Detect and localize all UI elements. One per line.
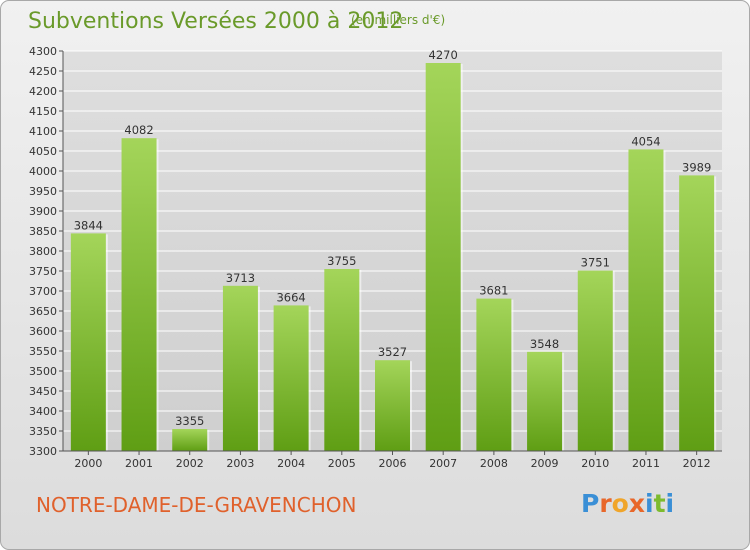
y-tick-label: 3300: [29, 445, 57, 458]
bar-2005: [324, 269, 360, 451]
data-label: 3527: [378, 345, 407, 359]
y-tick-label: 4200: [29, 85, 57, 98]
x-tick-label: 2006: [379, 457, 407, 470]
logo-letter: i: [645, 489, 654, 518]
y-tick-label: 3900: [29, 205, 57, 218]
y-tick-label: 3600: [29, 325, 57, 338]
y-tick-label: 3450: [29, 385, 57, 398]
y-tick-label: 4000: [29, 165, 57, 178]
y-axis-ticks: 3300 3350 3400 3450 3500 3550 3600 3650 3700 3750…: [29, 45, 722, 458]
bar-2010: [577, 270, 613, 451]
data-label: 3355: [175, 414, 204, 428]
logo-letter: P: [581, 489, 600, 518]
y-tick-label: 3750: [29, 265, 57, 278]
logo-letter: r: [599, 489, 612, 518]
proxiti-logo: Proxiti: [581, 489, 674, 518]
place-name: NOTRE-DAME-DE-GRAVENCHON: [36, 493, 357, 517]
y-tick-label: 3500: [29, 365, 57, 378]
y-tick-label: 3850: [29, 225, 57, 238]
y-tick-label: 3950: [29, 185, 57, 198]
data-label: 4270: [429, 48, 458, 62]
data-label: 3751: [581, 256, 610, 270]
logo-letter: t: [653, 489, 666, 518]
bar-2001: [121, 138, 157, 451]
data-label: 4082: [124, 123, 153, 137]
chart-title: Subventions Versées 2000 à 2012: [28, 9, 404, 34]
x-tick-label: 2008: [480, 457, 508, 470]
bar-2006: [375, 360, 410, 451]
data-labels: 3844 4082 3355 3713 3664 3755 3527 4270 3681 3548…: [74, 48, 712, 428]
bar-2004: [273, 305, 309, 451]
bars: [70, 63, 717, 451]
data-label: 3681: [479, 284, 508, 298]
y-tick-label: 3700: [29, 285, 57, 298]
y-tick-label: 3350: [29, 425, 57, 438]
data-label: 4054: [631, 134, 660, 148]
y-tick-label: 4150: [29, 105, 57, 118]
bar-2007: [425, 63, 461, 451]
bar-2002: [172, 429, 208, 451]
x-tick-label: 2011: [632, 457, 660, 470]
chart-unit-note: (en milliers d'€): [351, 13, 446, 27]
x-axis-ticks: 2000 2001 2002 2003 2004 2005 2006 2007 2008 2009…: [74, 451, 711, 470]
data-label: 3989: [682, 160, 711, 174]
bar-2008: [476, 298, 512, 451]
y-tick-label: 4250: [29, 65, 57, 78]
x-tick-label: 2007: [429, 457, 457, 470]
bar-2003: [222, 285, 258, 451]
y-tick-label: 3800: [29, 245, 57, 258]
y-tick-label: 4100: [29, 125, 57, 138]
data-label: 3548: [530, 337, 559, 351]
x-tick-label: 2004: [277, 457, 305, 470]
x-tick-label: 2002: [176, 457, 204, 470]
data-label: 3755: [327, 254, 356, 268]
bar-2009: [527, 351, 563, 451]
x-tick-label: 2009: [531, 457, 559, 470]
data-label: 3713: [226, 271, 255, 285]
y-tick-label: 3650: [29, 305, 57, 318]
y-tick-label: 4050: [29, 145, 57, 158]
logo-letter: o: [611, 489, 629, 518]
x-tick-label: 2003: [226, 457, 254, 470]
y-tick-label: 3550: [29, 345, 57, 358]
x-tick-label: 2012: [683, 457, 711, 470]
x-tick-label: 2000: [74, 457, 102, 470]
x-tick-label: 2010: [581, 457, 609, 470]
bar-2011: [628, 149, 664, 451]
data-label: 3844: [74, 218, 103, 232]
x-tick-label: 2005: [328, 457, 356, 470]
y-tick-label: 3400: [29, 405, 57, 418]
y-tick-label: 4300: [29, 45, 57, 58]
data-label: 3664: [276, 290, 305, 304]
bar-2012: [679, 175, 715, 451]
logo-letter: x: [628, 489, 645, 518]
logo-letter: i: [665, 489, 675, 518]
x-tick-label: 2001: [125, 457, 153, 470]
bar-2000: [70, 233, 106, 451]
